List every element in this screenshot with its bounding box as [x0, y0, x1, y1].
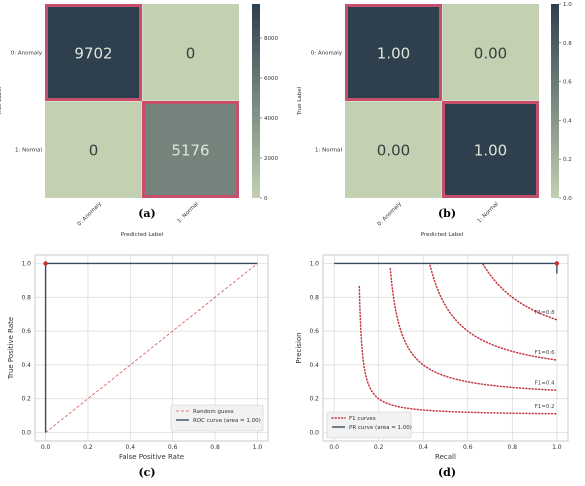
- y-tick-label: 0.2: [21, 396, 31, 403]
- diagonal-highlight: [142, 101, 239, 198]
- data-point-marker: [554, 261, 560, 266]
- x-tick-label: 0.0: [41, 444, 51, 451]
- x-tick-label: 0.6: [463, 444, 473, 451]
- x-tick-label: 0: Anomaly: [77, 201, 104, 228]
- plot-area: [322, 254, 569, 442]
- f1-curve-label: F1=0.6: [535, 350, 556, 356]
- colorbar-tick-label: 2000: [264, 156, 278, 162]
- diagonal-highlight: [442, 101, 539, 198]
- colorbar-tick-label: 0.8: [563, 41, 572, 47]
- y-tick-label: 0.0: [21, 430, 31, 437]
- colorbar-tick-label: 0.6: [563, 80, 572, 86]
- x-tick-label: 1.0: [253, 444, 263, 451]
- line-plot-panel-d: 0.0 0.2 0.4 0.6 0.8 1.0 0.0 0.2 0.4 0.6 0.8 1.0 Reca…: [295, 254, 569, 461]
- x-tick-label: 0.8: [210, 444, 220, 451]
- f1-curve-label: F1=0.4: [535, 380, 556, 386]
- legend-entry-label: PR curve (area = 1.00): [349, 425, 412, 431]
- x-tick-label: 1: Normal: [477, 201, 501, 225]
- panel-caption: (c): [138, 466, 155, 479]
- y-axis-label: Precision: [295, 332, 303, 363]
- heatmap-cell: [142, 4, 239, 101]
- panel-caption: (b): [438, 207, 456, 220]
- x-axis-label: Predicted Label: [121, 232, 164, 238]
- colorbar-tick-label: 8000: [264, 36, 278, 42]
- heatmap-cell: [45, 4, 142, 101]
- colorbar-tick-label: 6000: [264, 76, 278, 82]
- series-random-guess: [45, 263, 258, 433]
- legend-entry-label: ROC curve (area = 1.00): [193, 418, 261, 424]
- y-axis-label: True Label: [0, 86, 3, 116]
- heatmap-cell: [45, 101, 142, 198]
- x-tick-label: 0.0: [329, 444, 339, 451]
- y-tick-label: 0.8: [309, 294, 319, 301]
- y-axis-label: True Label: [297, 86, 303, 116]
- colorbar-tick-label: 4000: [264, 116, 278, 122]
- legend: [170, 404, 264, 432]
- f1-iso-curve: [389, 267, 558, 392]
- heatmap-cell: [442, 101, 539, 198]
- x-tick-label: 0.6: [168, 444, 178, 451]
- y-tick-label: 0: Anomaly: [11, 51, 43, 57]
- panel-caption: (a): [138, 207, 156, 220]
- diagonal-highlight: [345, 4, 442, 101]
- cell-value-label: 1.00: [474, 142, 507, 160]
- colorbar-tick-label: 0.0: [563, 196, 572, 202]
- confusion-matrix-panel-a: 9702 0 0 5176 0: Anomaly 1: Normal 0: Anomaly 1…: [0, 4, 278, 238]
- f1-curve-label: F1=0.2: [535, 404, 555, 410]
- heatmap-cell: [345, 4, 442, 101]
- data-point-marker: [43, 261, 48, 266]
- y-tick-label: 0.0: [309, 430, 319, 437]
- heatmap-cell: [442, 4, 539, 101]
- x-tick-label: 1: Normal: [177, 201, 201, 225]
- legend: [326, 411, 412, 439]
- panel-caption: (d): [438, 466, 456, 479]
- x-tick-label: 0.4: [418, 444, 428, 451]
- cell-value-label: 0: [186, 45, 196, 63]
- colorbar: [551, 4, 559, 198]
- line-plot-panel-c: 0.0 0.2 0.4 0.6 0.8 1.0 0.0 0.2 0.4 0.6 0.8 1.0 Fals…: [7, 254, 269, 461]
- f1-iso-curve: [358, 285, 558, 415]
- cell-value-label: 0.00: [377, 142, 410, 160]
- heatmap-cell: [142, 101, 239, 198]
- colorbar-tick-label: 0.4: [563, 118, 572, 124]
- cell-value-label: 0: [89, 142, 99, 160]
- legend-entry-label: Random guess: [193, 409, 234, 415]
- heatmap-cell: [345, 101, 442, 198]
- y-tick-label: 0.2: [309, 396, 319, 403]
- x-axis-label: Recall: [435, 453, 456, 461]
- y-tick-label: 0.4: [21, 362, 31, 369]
- legend-entry-label: F1 curves: [349, 416, 376, 422]
- x-tick-label: 0.4: [126, 444, 136, 451]
- x-axis-label: False Positive Rate: [119, 453, 184, 461]
- y-tick-label: 1: Normal: [315, 148, 342, 154]
- y-tick-label: 0.6: [21, 328, 31, 335]
- x-tick-label: 1.0: [552, 444, 562, 451]
- colorbar-tick-label: 0: [264, 196, 268, 202]
- y-tick-label: 0: Anomaly: [311, 51, 343, 57]
- y-tick-label: 1.0: [21, 260, 31, 267]
- x-tick-label: 0: Anomaly: [377, 201, 404, 228]
- colorbar-tick-label: 0.2: [563, 157, 572, 163]
- confusion-matrix-panel-b: 1.00 0.00 0.00 1.00 0: Anomaly 1: Normal 0: An…: [297, 2, 572, 238]
- colorbar-tick-label: 1.0: [563, 2, 572, 8]
- x-tick-label: 0.8: [508, 444, 518, 451]
- y-tick-label: 1.0: [309, 260, 319, 267]
- f1-iso-curve: [429, 264, 558, 361]
- y-tick-label: 0.6: [309, 328, 319, 335]
- cell-value-label: 5176: [171, 142, 209, 160]
- cell-value-label: 1.00: [377, 45, 410, 63]
- x-axis-label: Predicted Label: [421, 232, 464, 238]
- x-tick-label: 0.2: [374, 444, 384, 451]
- cell-value-label: 0.00: [474, 45, 507, 63]
- x-tick-label: 0.2: [83, 444, 93, 451]
- y-tick-label: 0.4: [309, 362, 319, 369]
- y-tick-label: 0.8: [21, 294, 31, 301]
- y-tick-label: 1: Normal: [15, 148, 42, 154]
- colorbar: [252, 4, 260, 198]
- y-axis-label: True Positive Rate: [7, 317, 15, 380]
- diagonal-highlight: [45, 4, 142, 101]
- cell-value-label: 9702: [74, 45, 112, 63]
- f1-curve-label: F1=0.8: [535, 310, 556, 316]
